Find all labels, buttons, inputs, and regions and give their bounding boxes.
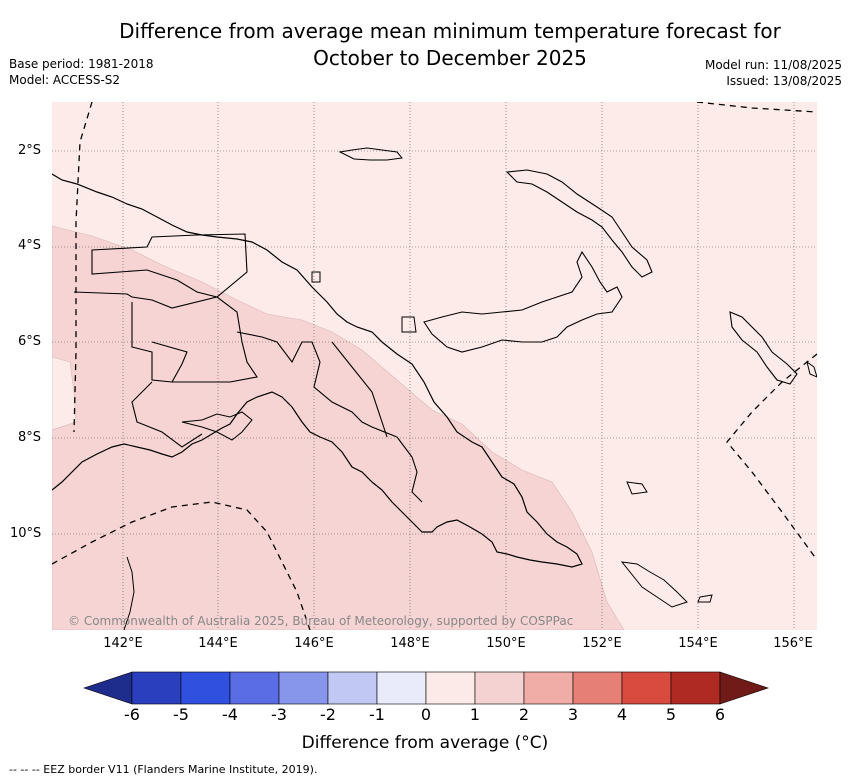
lat-label-6s: 6°S (18, 334, 42, 349)
colorbar-swatch (523, 671, 574, 705)
south-coast-islands (181, 411, 253, 441)
colorbar (83, 671, 769, 705)
colorbar-swatch (278, 671, 329, 705)
colorbar-swatch (131, 671, 182, 705)
cbar-tick: -2 (320, 705, 336, 724)
map-panel (52, 102, 817, 630)
colorbar-label: Difference from average (°C) (301, 733, 549, 753)
new-britain (423, 250, 623, 353)
anomaly-zone-1-2 (52, 225, 625, 630)
bougainville-tail (806, 360, 817, 378)
lon-label-150e: 150°E (486, 636, 526, 651)
island-small-4 (401, 316, 417, 333)
title-line-2: October to December 2025 (313, 46, 587, 70)
cbar-tick: -6 (124, 705, 140, 724)
gridlines (52, 102, 817, 630)
cbar-tick: -1 (369, 705, 385, 724)
colorbar-swatch (327, 671, 378, 705)
province-borders (73, 233, 423, 503)
colorbar-arrow-high (719, 671, 769, 705)
cbar-tick: 2 (518, 705, 530, 724)
map-title: Difference from average mean minimum tem… (60, 18, 840, 72)
eez-borders (52, 102, 817, 630)
cbar-tick: 0 (420, 705, 432, 724)
new-guinea-coast (52, 173, 583, 568)
cbar-tick: 5 (665, 705, 677, 724)
base-period: Base period: 1981-2018 (9, 57, 154, 71)
issued-date: Issued: 13/08/2025 (726, 74, 842, 88)
cbar-tick: -5 (173, 705, 189, 724)
light-pocket (52, 356, 77, 431)
cbar-tick: 6 (714, 705, 726, 724)
lon-label-148e: 148°E (390, 636, 430, 651)
cbar-tick: -4 (222, 705, 238, 724)
cbar-tick: 3 (567, 705, 579, 724)
cbar-tick: -3 (271, 705, 287, 724)
milne-islands (620, 561, 688, 608)
lon-label-154e: 154°E (678, 636, 718, 651)
lon-label-156e: 156°E (773, 636, 813, 651)
cape-york (123, 556, 135, 630)
lon-label-152e: 152°E (582, 636, 622, 651)
island-small-3 (311, 271, 321, 283)
colorbar-swatch (376, 671, 427, 705)
colorbar-swatch (229, 671, 280, 705)
colorbar-swatch (180, 671, 231, 705)
colorbar-arrow-low (83, 671, 133, 705)
cbar-tick: 4 (616, 705, 628, 724)
lon-label-146e: 146°E (294, 636, 334, 651)
lat-label-2s: 2°S (18, 143, 42, 158)
model-run: Model run: 11/08/2025 (704, 58, 842, 72)
manus-island (338, 147, 403, 161)
lon-label-142e: 142°E (103, 636, 143, 651)
cbar-tick: 1 (469, 705, 481, 724)
title-line-1: Difference from average mean minimum tem… (119, 19, 781, 43)
bougainville (729, 311, 798, 385)
meta-right: Model run: 11/08/2025 Issued: 13/08/2025 (705, 57, 842, 89)
eez-footer-note: -- -- -- EEZ border V11 (Flanders Marine… (9, 763, 318, 776)
new-ireland (505, 169, 653, 278)
colorbar-swatch (621, 671, 672, 705)
lat-label-4s: 4°S (18, 238, 42, 253)
colorbar-swatch (670, 671, 721, 705)
meta-left: Base period: 1981-2018 Model: ACCESS-S2 (9, 56, 154, 88)
colorbar-swatch (572, 671, 623, 705)
colorbar-swatch (425, 671, 476, 705)
island-small-2 (626, 481, 648, 495)
lat-label-10s: 10°S (10, 526, 42, 541)
island-small-1 (697, 594, 713, 603)
copyright-notice: © Commonwealth of Australia 2025, Bureau… (68, 614, 574, 628)
lat-label-8s: 8°S (18, 430, 42, 445)
model-name: Model: ACCESS-S2 (9, 73, 121, 87)
colorbar-swatch (474, 671, 525, 705)
lon-label-144e: 144°E (198, 636, 238, 651)
